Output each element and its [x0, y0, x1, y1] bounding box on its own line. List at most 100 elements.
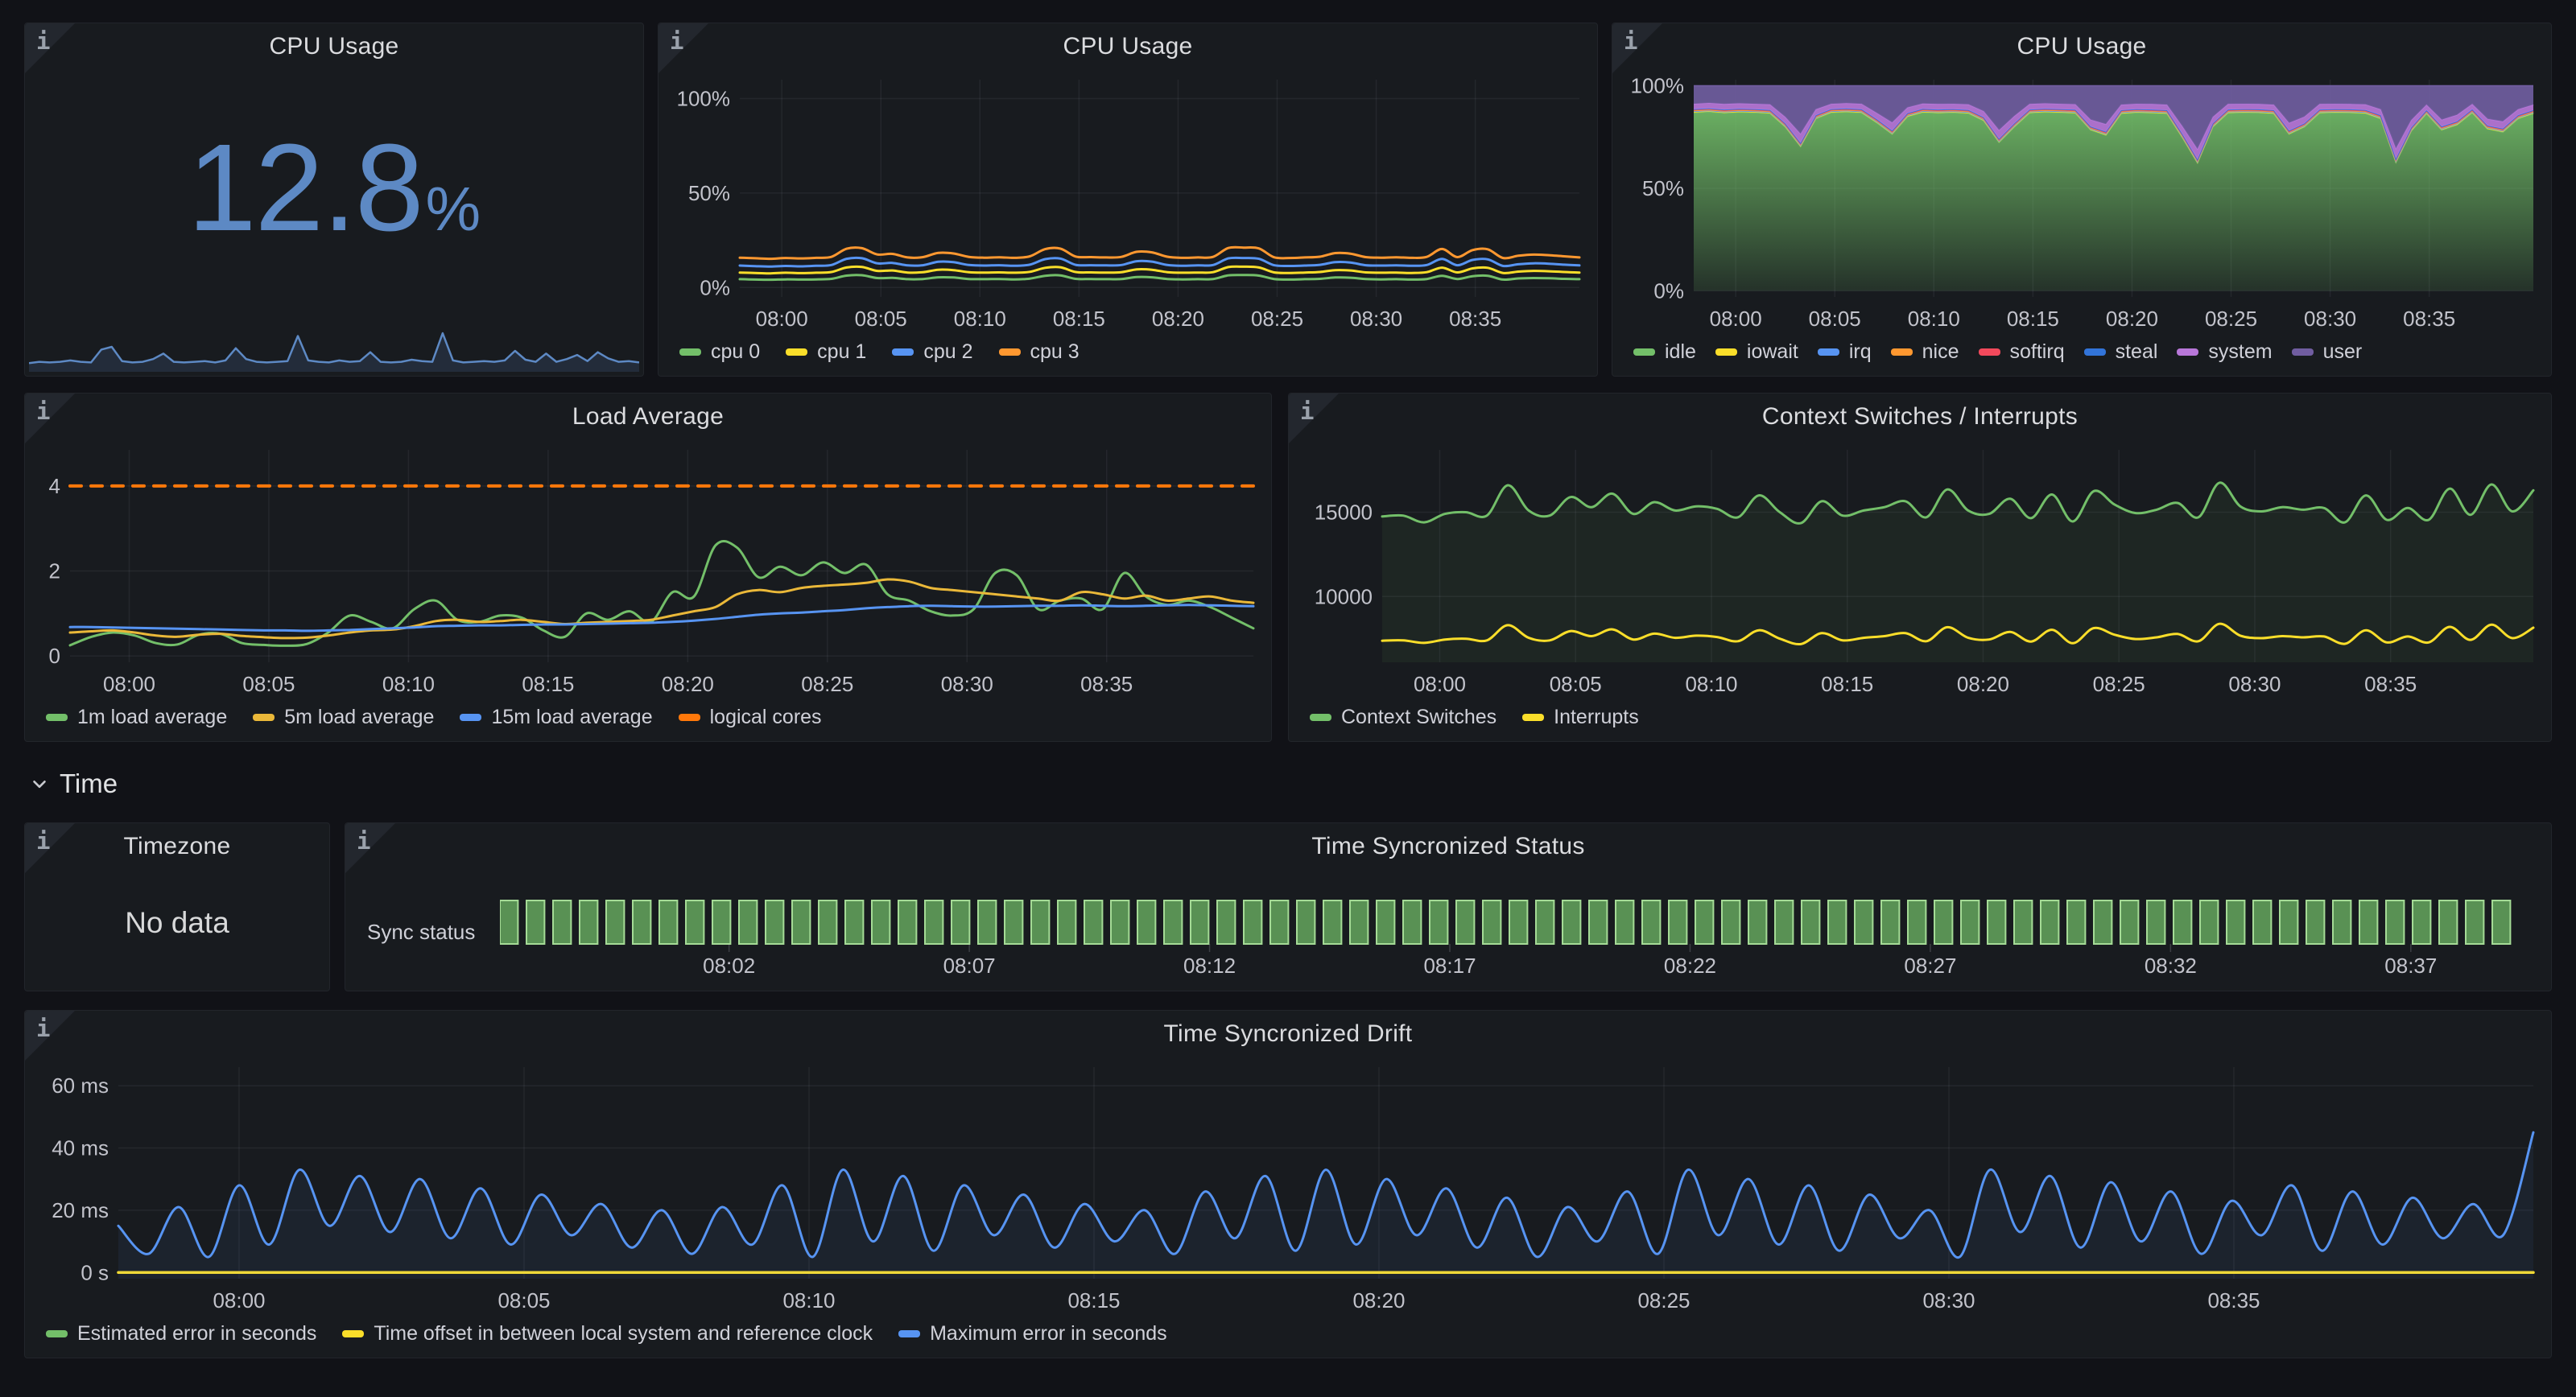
- context-switches-chart[interactable]: 08:00 08:05 08:10 08:15 08:20 08:25 08:30 08:35…: [1294, 440, 2546, 699]
- panel-header: Load Average: [25, 394, 1271, 440]
- svg-text:100%: 100%: [677, 86, 731, 110]
- legend-label: Context Switches: [1341, 705, 1497, 728]
- panel-info-corner[interactable]: i: [658, 23, 708, 73]
- legend-item-interrupts[interactable]: Interrupts: [1522, 706, 1639, 729]
- svg-text:08:20: 08:20: [1352, 1288, 1405, 1313]
- legend-swatch: [253, 713, 275, 721]
- legend-item-irq[interactable]: irq: [1817, 340, 1872, 364]
- sync-status-timeline[interactable]: 08:02 08:07 08:12 08:17 08:22 08:27 08:32 08:37: [499, 870, 2538, 995]
- svg-text:10000: 10000: [1315, 584, 1373, 608]
- legend-item-softirq[interactable]: softirq: [1978, 340, 2065, 364]
- legend-item-iowait[interactable]: iowait: [1715, 340, 1798, 364]
- panel-title[interactable]: Time Syncronized Drift: [1163, 1020, 1413, 1047]
- legend-item-logical-cores[interactable]: logical cores: [678, 705, 822, 729]
- sync-status-row-label: Sync status: [367, 920, 476, 944]
- legend-swatch: [1890, 348, 1913, 356]
- panel-title[interactable]: Timezone: [123, 833, 231, 859]
- legend-item-1m-load-average[interactable]: 1m load average: [46, 706, 227, 729]
- legend-label: Interrupts: [1554, 705, 1639, 728]
- legend-swatch: [2177, 348, 2199, 356]
- panel-header: Time Syncronized Drift: [25, 1011, 2551, 1057]
- svg-text:08:35: 08:35: [1080, 672, 1133, 696]
- panel-info-corner[interactable]: i: [1612, 23, 1662, 73]
- panel-context-switches: i Context Switches / Interrupts 08:00 08:…: [1288, 393, 2552, 742]
- panel-title[interactable]: Load Average: [572, 403, 724, 430]
- panel-info-corner[interactable]: i: [1289, 394, 1339, 443]
- legend-swatch: [998, 348, 1021, 356]
- panel-info-corner[interactable]: i: [345, 823, 395, 873]
- legend-item-system[interactable]: system: [2177, 340, 2273, 364]
- legend-item-5m-load-average[interactable]: 5m load average: [253, 706, 434, 729]
- panel-title[interactable]: CPU Usage: [269, 33, 399, 60]
- svg-text:08:25: 08:25: [2205, 307, 2257, 331]
- panel-title[interactable]: CPU Usage: [1063, 33, 1193, 60]
- legend-label: user: [2322, 340, 2363, 363]
- legend-item-nice[interactable]: nice: [1890, 340, 1959, 364]
- svg-text:08:05: 08:05: [242, 672, 295, 696]
- svg-text:08:22: 08:22: [1664, 954, 1716, 978]
- legend-label: cpu 1: [817, 340, 867, 363]
- svg-text:20 ms: 20 ms: [52, 1198, 109, 1222]
- panel-title[interactable]: CPU Usage: [2017, 33, 2147, 60]
- legend-label: system: [2208, 340, 2273, 363]
- svg-text:50%: 50%: [1642, 176, 1684, 200]
- svg-text:08:15: 08:15: [522, 672, 574, 696]
- legend-item-time-offset-in-between-local-system-and-reference-clock[interactable]: Time offset in between local system and …: [342, 1322, 873, 1345]
- legend-item-estimated-error-in-seconds[interactable]: Estimated error in seconds: [46, 1322, 316, 1345]
- panel-header: Timezone: [25, 823, 329, 870]
- legend-swatch: [1310, 713, 1331, 721]
- svg-text:08:05: 08:05: [1550, 672, 1602, 696]
- legend-swatch: [46, 1329, 68, 1337]
- svg-text:08:10: 08:10: [954, 307, 1006, 331]
- legend-item-cpu-0[interactable]: cpu 0: [679, 340, 760, 364]
- svg-text:0 s: 0 s: [80, 1260, 109, 1284]
- svg-text:08:10: 08:10: [1685, 672, 1737, 696]
- legend-item-idle[interactable]: idle: [1633, 340, 1696, 364]
- svg-text:08:15: 08:15: [1053, 307, 1105, 331]
- svg-text:40 ms: 40 ms: [52, 1136, 109, 1160]
- legend-item-context-switches[interactable]: Context Switches: [1310, 706, 1496, 729]
- panel-header: CPU Usage: [1612, 23, 2551, 70]
- panel-info-corner[interactable]: i: [25, 23, 75, 73]
- sync-drift-chart[interactable]: 08:00 08:05 08:10 08:15 08:20 08:25 08:30 08:35…: [30, 1057, 2546, 1316]
- legend-label: cpu 0: [711, 340, 761, 363]
- panel-header: Time Syncronized Status: [345, 823, 2551, 870]
- svg-text:08:12: 08:12: [1183, 954, 1236, 978]
- legend-swatch: [460, 713, 482, 721]
- panel-info-corner[interactable]: i: [25, 394, 75, 443]
- svg-text:08:27: 08:27: [1904, 954, 1956, 978]
- svg-text:08:10: 08:10: [1908, 307, 1960, 331]
- panel-title[interactable]: Context Switches / Interrupts: [1761, 403, 2079, 430]
- legend-item-cpu-3[interactable]: cpu 3: [998, 340, 1080, 364]
- svg-text:2: 2: [49, 558, 60, 583]
- chevron-down-icon: [33, 780, 46, 789]
- legend-item-user[interactable]: user: [2291, 340, 2363, 364]
- svg-text:60 ms: 60 ms: [52, 1074, 109, 1098]
- legend-label: 15m load average: [491, 705, 653, 728]
- panel-info-corner[interactable]: i: [25, 1011, 75, 1061]
- legend-label: Maximum error in seconds: [930, 1321, 1167, 1345]
- legend-swatch: [1817, 348, 1839, 356]
- cpu-stacked-chart[interactable]: 08:00 08:05 08:10 08:15 08:20 08:25 08:30 08:35…: [1617, 70, 2546, 334]
- svg-text:08:20: 08:20: [2106, 307, 2158, 331]
- legend-item-cpu-1[interactable]: cpu 1: [786, 340, 866, 364]
- load-average-chart[interactable]: 08:00 08:05 08:10 08:15 08:20 08:25 08:30 08:35…: [30, 440, 1266, 699]
- legend-item-cpu-2[interactable]: cpu 2: [892, 340, 973, 364]
- panel-info-corner[interactable]: i: [25, 823, 75, 873]
- stat-value: 12.8: [187, 117, 424, 257]
- svg-text:50%: 50%: [688, 181, 730, 205]
- legend-label: 5m load average: [284, 705, 435, 728]
- panel-title[interactable]: Time Syncronized Status: [1311, 833, 1585, 859]
- legend-item-maximum-error-in-seconds[interactable]: Maximum error in seconds: [898, 1322, 1167, 1345]
- legend-item-steal[interactable]: steal: [2083, 340, 2158, 364]
- cpu-per-core-chart[interactable]: 08:00 08:05 08:10 08:15 08:20 08:25 08:30 08:35…: [663, 70, 1592, 334]
- legend-label: logical cores: [709, 705, 822, 728]
- svg-text:08:30: 08:30: [941, 672, 993, 696]
- stat-sparkline[interactable]: [28, 304, 640, 372]
- section-row-time[interactable]: Time: [24, 760, 126, 808]
- legend-swatch: [2083, 348, 2106, 356]
- legend-label: steal: [2115, 340, 2158, 363]
- legend-label: idle: [1665, 340, 1696, 363]
- svg-text:08:35: 08:35: [2403, 307, 2455, 331]
- legend-item-15m-load-average[interactable]: 15m load average: [460, 705, 653, 729]
